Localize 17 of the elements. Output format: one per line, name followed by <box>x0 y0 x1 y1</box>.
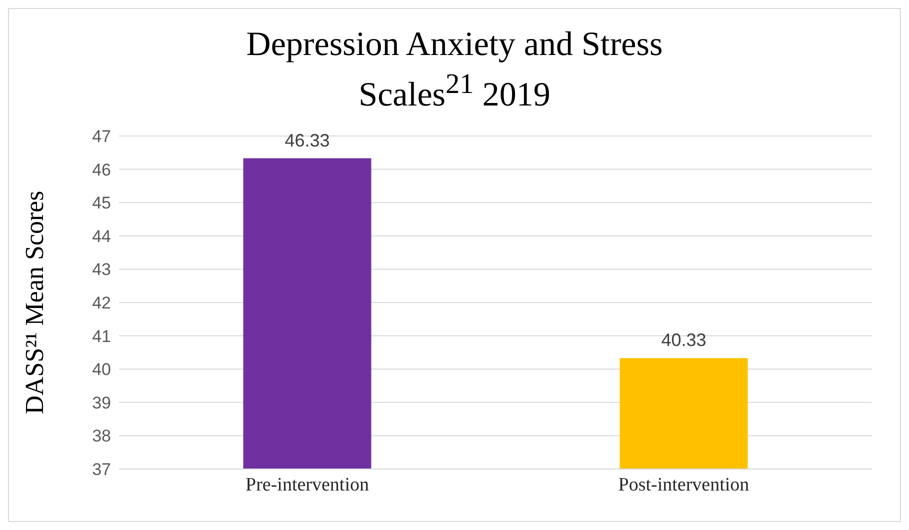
x-tick-label: Post-intervention <box>618 474 750 496</box>
data-label: 46.33 <box>284 130 330 150</box>
y-tick-label: 41 <box>92 326 111 346</box>
y-axis-title: DASS²¹ Mean Scores <box>20 190 50 414</box>
x-tick-label: Pre-intervention <box>246 474 370 496</box>
y-tick-label: 37 <box>92 460 111 480</box>
y-tick-label: 46 <box>92 160 111 180</box>
y-tick-label: 38 <box>92 426 111 446</box>
y-tick-label: 40 <box>92 360 111 380</box>
y-tick-label: 43 <box>92 260 111 280</box>
y-tick-label: 42 <box>92 294 111 313</box>
data-label: 40.33 <box>661 330 706 350</box>
y-tick-label: 45 <box>92 194 111 213</box>
y-tick-label: 44 <box>92 226 111 246</box>
chart-title: Depression Anxiety and Stress Scales$^{21}$ 2019 <box>245 25 664 116</box>
y-tick-label: 39 <box>92 393 111 412</box>
y-tick-label: 47 <box>92 127 111 146</box>
